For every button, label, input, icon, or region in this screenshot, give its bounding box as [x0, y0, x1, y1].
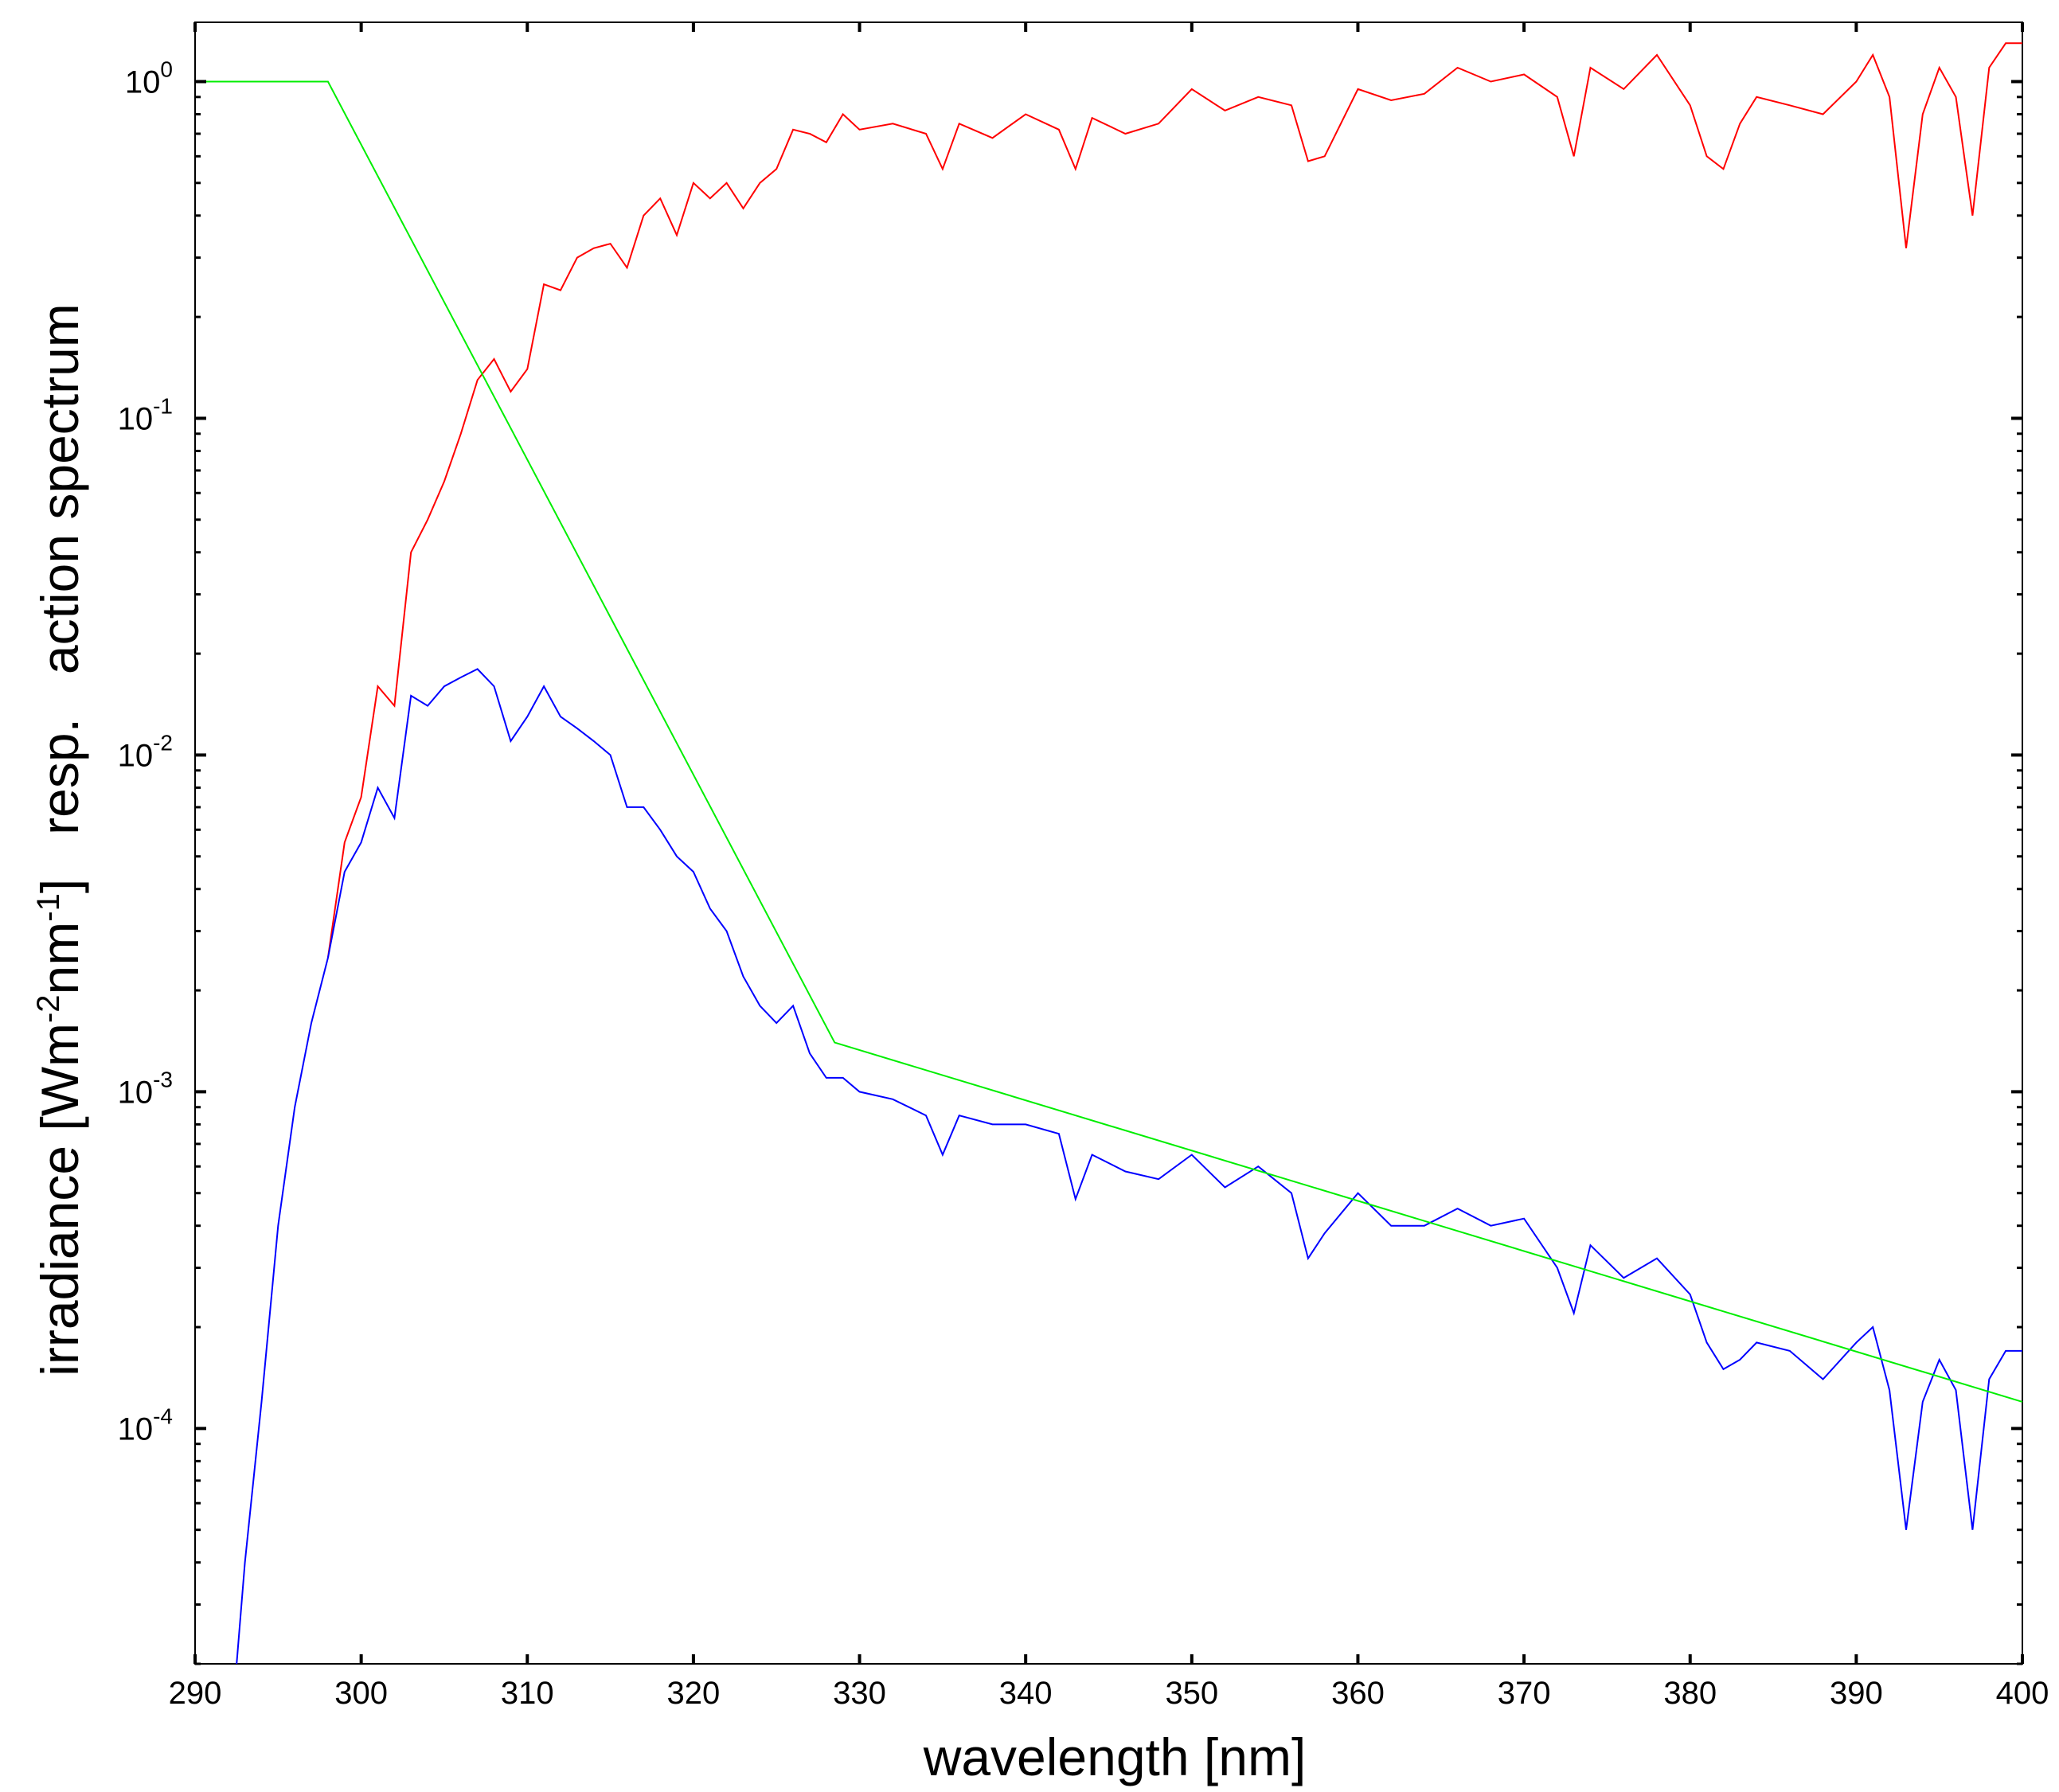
x-tick-label: 350	[1165, 1676, 1218, 1711]
y-axis-label-sup2: -1	[31, 893, 66, 922]
y-tick-label: 10-3	[118, 1067, 173, 1110]
series-line-1	[236, 668, 2022, 1665]
y-tick-label: 10-1	[118, 393, 173, 436]
y-tick-label-base: 10	[118, 1411, 154, 1446]
y-axis-label-sup1: -2	[31, 994, 66, 1023]
x-tick-label: 340	[999, 1676, 1053, 1711]
y-tick-label-exponent: -1	[153, 393, 173, 418]
x-tick-label: 370	[1498, 1676, 1551, 1711]
y-tick-label-exponent: -4	[153, 1404, 173, 1428]
x-tick-label: 290	[169, 1676, 222, 1711]
y-axis-label: irradiance [Wm-2nm-1] resp. action spect…	[30, 303, 89, 1376]
y-tick-label-base: 10	[118, 1075, 154, 1110]
x-tick-label: 380	[1663, 1676, 1717, 1711]
x-tick-label: 390	[1830, 1676, 1883, 1711]
y-tick-label-exponent: -3	[153, 1067, 173, 1091]
y-tick-label-base: 10	[125, 64, 161, 100]
y-tick-label-exponent: -2	[153, 730, 173, 755]
y-tick-label: 10-2	[118, 730, 173, 773]
plot-area	[194, 21, 2023, 1665]
x-tick-label: 310	[501, 1676, 554, 1711]
y-tick-label-base: 10	[118, 401, 154, 436]
y-axis-label-mid: nm	[30, 922, 89, 995]
series-line-2	[195, 80, 2023, 1403]
x-tick-label: 330	[833, 1676, 886, 1711]
axis-ticks	[193, 22, 2024, 1665]
y-tick-label: 100	[125, 57, 173, 100]
x-tick-label: 400	[1996, 1676, 2049, 1711]
x-tick-labels: 290 300 310 320 330 340 350 360 370 380 390 400	[169, 1676, 2049, 1711]
y-tick-label-exponent: 0	[160, 57, 173, 81]
x-tick-label: 300	[334, 1676, 388, 1711]
y-tick-label-base: 10	[118, 738, 154, 773]
x-tick-label: 360	[1331, 1676, 1385, 1711]
y-tick-label: 10-4	[118, 1404, 173, 1446]
series-line-0	[326, 42, 2022, 958]
y-axis-label-main: irradiance [Wm	[30, 1023, 89, 1376]
x-tick-label: 320	[667, 1676, 721, 1711]
plot-frame	[194, 21, 2023, 1665]
x-axis-label: wavelength [nm]	[923, 1728, 1307, 1786]
y-axis-label-tail: ] resp. action spectrum	[30, 303, 89, 893]
